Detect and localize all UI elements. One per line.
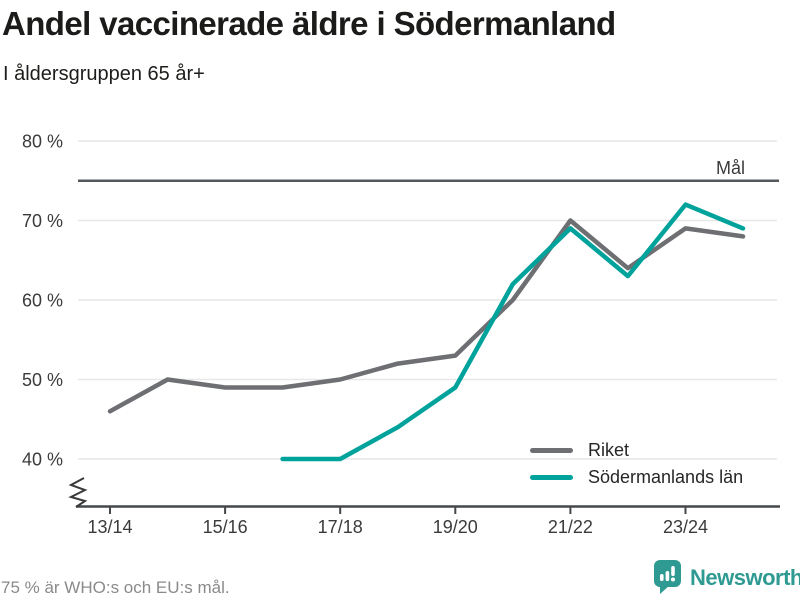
series-lines [107, 202, 746, 462]
x-tick-label: 15/16 [203, 517, 248, 537]
x-tick-label: 17/18 [318, 517, 363, 537]
newsworthy-logo[interactable]: Newsworthy [653, 559, 800, 596]
legend-label-riket: Riket [588, 440, 630, 460]
target-line-label: Mål [716, 158, 745, 178]
legend-item-riket: Riket [530, 437, 743, 464]
y-tick-label: 50 % [22, 370, 63, 390]
legend-label-sodermanland: Södermanlands län [588, 467, 744, 487]
legend: Riket Södermanlands län [530, 437, 743, 491]
y-tick-label: 70 % [22, 211, 63, 231]
newsworthy-wordmark: Newsworthy [690, 564, 800, 590]
chart-subtitle: I åldersgruppen 65 år+ [3, 63, 205, 85]
x-axis-ticks [109, 506, 687, 514]
y-tick-label: 80 % [22, 132, 63, 152]
page-title: Andel vaccinerade äldre i Södermanland [2, 5, 616, 42]
x-tick-label: 21/22 [548, 517, 593, 537]
riket-line-swatch [530, 448, 573, 453]
y-axis-break-icon [68, 477, 88, 508]
x-axis-labels: 13/14 15/16 17/18 19/20 21/22 23/24 [87, 517, 708, 537]
gridlines [78, 140, 777, 460]
y-axis-labels: 40 % 50 % 60 % 70 % 80 % [22, 132, 63, 470]
y-tick-label: 40 % [22, 450, 63, 470]
newsworthy-logo-icon [654, 560, 681, 594]
legend-item-sodermanland: Södermanlands län [530, 464, 743, 491]
x-tick-label: 23/24 [663, 517, 708, 537]
x-tick-label: 13/14 [87, 517, 132, 537]
series-line-sodermanland [280, 202, 746, 462]
sodermanland-line-swatch [530, 475, 573, 480]
x-tick-label: 19/20 [433, 517, 478, 537]
y-tick-label: 60 % [22, 291, 63, 311]
footer-note: 75 % är WHO:s och EU:s mål. [1, 578, 230, 597]
